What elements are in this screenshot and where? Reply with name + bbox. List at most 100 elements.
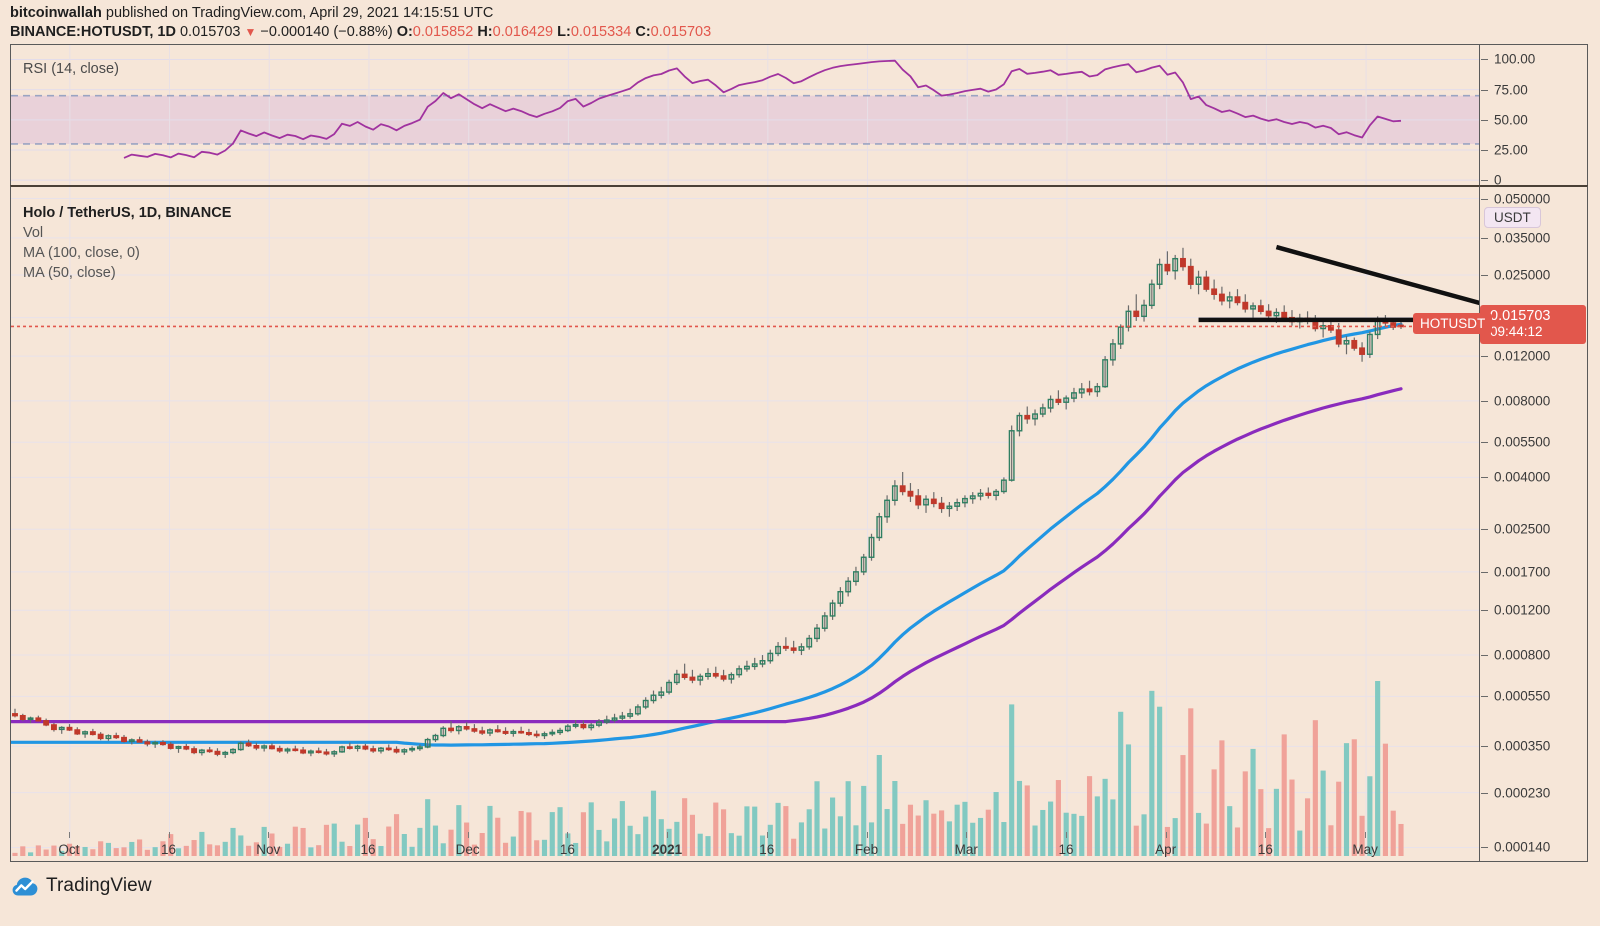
last-price-tag: 0.015703 09:44:12 (1480, 305, 1586, 345)
axis-tick (1481, 792, 1488, 794)
last-price: 0.015703 (179, 24, 241, 40)
axis-tick (1365, 832, 1367, 838)
low-value: 0.015334 (570, 24, 632, 40)
open-value: 0.015852 (412, 24, 474, 40)
chart-frame: RSI (14, close) Holo / TetherUS, 1D, BIN… (10, 44, 1588, 862)
publish-line: bitcoinwallah published on TradingView.c… (10, 4, 711, 22)
rsi-axis-label: 75.00 (1494, 82, 1528, 98)
axis-tick (1481, 847, 1488, 849)
legend-ma100[interactable]: MA (100, close, 0) (23, 245, 140, 261)
time-axis-label: 16 (559, 842, 575, 857)
time-axis-label: Nov (256, 842, 281, 857)
last-price-tag-value: 0.015703 (1490, 308, 1551, 325)
axis-tick (1481, 571, 1488, 573)
axis-tick (168, 832, 170, 838)
axis-tick (1165, 832, 1167, 838)
legend-ma50[interactable]: MA (50, close) (23, 265, 116, 281)
price-axis-label: 0.000550 (1494, 688, 1551, 704)
axis-tick (1481, 400, 1488, 402)
price-axis-label: 0.000350 (1494, 738, 1551, 754)
price-axis-label: 0.025000 (1494, 267, 1551, 283)
price-axis-label: 0.000140 (1494, 839, 1551, 855)
chart-header: bitcoinwallah published on TradingView.c… (10, 4, 711, 42)
symbol-quote-line: BINANCE:HOTUSDT, 1D 0.015703 ▼ −0.000140… (10, 23, 711, 42)
price-legend: Holo / TetherUS, 1D, BINANCE Vol MA (100… (23, 203, 231, 283)
low-key: L: (557, 24, 571, 40)
axis-tick (1481, 356, 1488, 358)
axis-tick (1481, 477, 1488, 479)
down-arrow-icon: ▼ (244, 25, 257, 39)
axis-tick (966, 832, 968, 838)
axis-tick (1065, 832, 1067, 838)
close-value: 0.015703 (650, 24, 712, 40)
price-axis-label: 0.035000 (1494, 230, 1551, 246)
rsi-axis-label: 100.00 (1494, 51, 1536, 67)
time-axis-label: Apr (1155, 842, 1177, 857)
rsi-plot (11, 45, 1479, 185)
time-axis-label: 16 (360, 842, 376, 857)
legend-symbol-title: Holo / TetherUS, 1D, BINANCE (23, 205, 232, 221)
rsi-axis-label: 50.00 (1494, 112, 1528, 128)
change-absolute: −0.000140 (260, 24, 330, 40)
close-key: C: (635, 24, 651, 40)
time-axis-label: Mar (954, 842, 978, 857)
axis-tick (1481, 442, 1488, 444)
axis-tick (1481, 655, 1488, 657)
time-axis[interactable]: Oct 16 Nov 16 Dec 16 2021 16 Feb Mar 16 Apr 16 May (10, 832, 1480, 864)
price-axis-label: 0.000230 (1494, 785, 1551, 801)
time-axis-label: 16 (1257, 842, 1273, 857)
change-percent: (−0.88%) (333, 24, 393, 40)
publish-text: published on TradingView.com, April 29, … (105, 5, 494, 21)
axis-tick (1265, 832, 1267, 838)
time-axis-label: Oct (58, 842, 80, 857)
rsi-axis-label: 0 (1494, 172, 1502, 188)
price-axis-label: 0.001200 (1494, 602, 1551, 618)
price-axis-label: 0.008000 (1494, 393, 1551, 409)
time-axis-label: 16 (161, 842, 177, 857)
axis-tick (1481, 180, 1488, 182)
axis-tick (1481, 59, 1488, 61)
axis-tick (866, 832, 868, 838)
axis-tick (1481, 610, 1488, 612)
price-axis-label: 0.004000 (1494, 469, 1551, 485)
axis-tick (367, 832, 369, 838)
rsi-panel[interactable]: RSI (14, close) (10, 44, 1480, 186)
time-axis-label: 16 (759, 842, 775, 857)
price-axis-label: 0.005500 (1494, 434, 1551, 450)
time-axis-label: Feb (854, 842, 879, 857)
price-axis-label: 0.002500 (1494, 521, 1551, 537)
symbol-price-tag: HOTUSDT (1413, 313, 1493, 335)
rsi-legend: RSI (14, close) (23, 61, 119, 77)
axis-tick (1481, 529, 1488, 531)
author-name: bitcoinwallah (10, 5, 102, 21)
currency-unit-badge: USDT (1484, 206, 1541, 228)
axis-tick (1481, 275, 1488, 277)
axis-tick (766, 832, 768, 838)
price-axis-label: 0.000800 (1494, 647, 1551, 663)
axis-tick (268, 832, 270, 838)
time-axis-label: 16 (1058, 842, 1074, 857)
axis-tick (667, 832, 669, 838)
rsi-price-axis[interactable]: 100.00 75.00 50.00 25.00 0 (1480, 44, 1588, 188)
axis-tick (1481, 198, 1488, 200)
time-axis-label: 2021 (652, 842, 683, 857)
bar-countdown: 09:44:12 (1490, 324, 1543, 340)
price-panel[interactable]: Holo / TetherUS, 1D, BINANCE Vol MA (100… (10, 185, 1480, 862)
footer-branding: TradingView (12, 875, 152, 897)
axis-tick (1481, 150, 1488, 151)
axis-tick (1481, 89, 1488, 91)
legend-volume[interactable]: Vol (23, 225, 44, 241)
open-key: O: (396, 24, 413, 40)
axis-tick (68, 832, 70, 838)
axis-tick (1481, 696, 1488, 698)
price-axis-label: 0.001700 (1494, 564, 1551, 580)
high-value: 0.016429 (492, 24, 554, 40)
price-axis-label: 0.050000 (1494, 191, 1551, 207)
time-axis-label: May (1352, 842, 1378, 857)
high-key: H: (477, 24, 493, 40)
price-axis[interactable]: 0.0500000.0350000.0250000.0170000.012000… (1480, 185, 1588, 862)
axis-tick (567, 832, 569, 838)
rsi-axis-label: 25.00 (1494, 142, 1528, 158)
tradingview-brand-name: TradingView (46, 875, 152, 896)
axis-tick (1481, 119, 1488, 121)
